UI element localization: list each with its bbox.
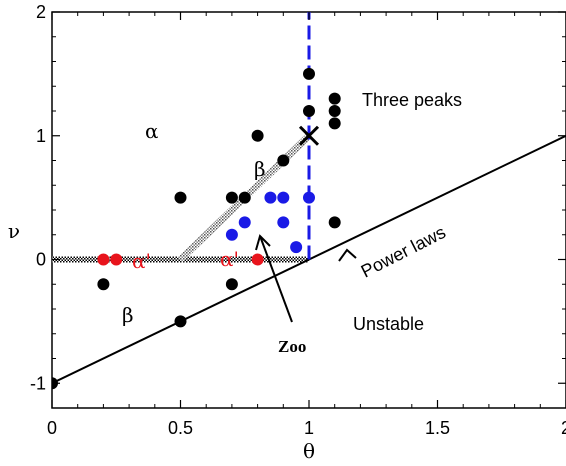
- data-point: [225, 228, 238, 241]
- data-point: [328, 92, 341, 105]
- alpha-upper-label: α: [145, 119, 159, 143]
- y-axis-label: ν: [8, 219, 20, 243]
- y-tick-label: -1: [30, 373, 46, 393]
- data-point: [264, 191, 277, 204]
- data-point: [97, 253, 110, 266]
- data-point: [328, 117, 341, 130]
- data-point: [110, 253, 123, 266]
- data-point: [251, 253, 264, 266]
- zoo-label: Zoo: [278, 337, 306, 356]
- cross-marker: [298, 125, 320, 146]
- data-point: [277, 191, 290, 204]
- data-point: [290, 241, 303, 254]
- x-tick-label: 0: [47, 418, 57, 438]
- x-tick-label: 2: [561, 418, 566, 438]
- alpha-prime-right-label: α': [220, 247, 239, 271]
- unstable-label: Unstable: [353, 314, 424, 334]
- zoo-arrow: [255, 234, 293, 323]
- y-tick-label: 2: [36, 2, 46, 22]
- data-point: [174, 191, 187, 204]
- beta-upper-label: β: [254, 157, 266, 181]
- data-point: [225, 191, 238, 204]
- power-laws-label: Power laws: [358, 222, 449, 282]
- data-point: [328, 216, 341, 229]
- data-point: [174, 315, 187, 328]
- data-point: [303, 105, 315, 117]
- ticks-layer: 0 0.5 1 1.5 2 -1 0 1 2: [30, 2, 566, 438]
- data-point: [251, 129, 264, 142]
- data-point: [238, 191, 251, 204]
- cross-stroke: [298, 125, 320, 146]
- y-tick-label: 1: [36, 126, 46, 146]
- alpha-prime-left-label: α': [132, 249, 151, 273]
- data-point: [225, 278, 238, 291]
- x-tick-label: 0.5: [168, 418, 193, 438]
- x-axis-label: θ: [303, 439, 315, 463]
- x-tick-label: 1: [304, 418, 314, 438]
- data-point: [328, 105, 341, 117]
- x-tick-label: 1.5: [425, 418, 450, 438]
- three-peaks-label: Three peaks: [362, 90, 462, 110]
- beta-lower-label: β: [122, 303, 134, 327]
- data-point: [238, 216, 251, 229]
- power-laws-arrow: [338, 248, 357, 262]
- data-point: [303, 67, 315, 80]
- data-point: [52, 377, 58, 390]
- points-layer: [52, 67, 341, 390]
- data-point: [303, 191, 315, 204]
- y-tick-label: 0: [36, 250, 46, 270]
- data-point: [97, 278, 110, 291]
- data-point: [277, 154, 290, 167]
- data-point: [277, 216, 290, 229]
